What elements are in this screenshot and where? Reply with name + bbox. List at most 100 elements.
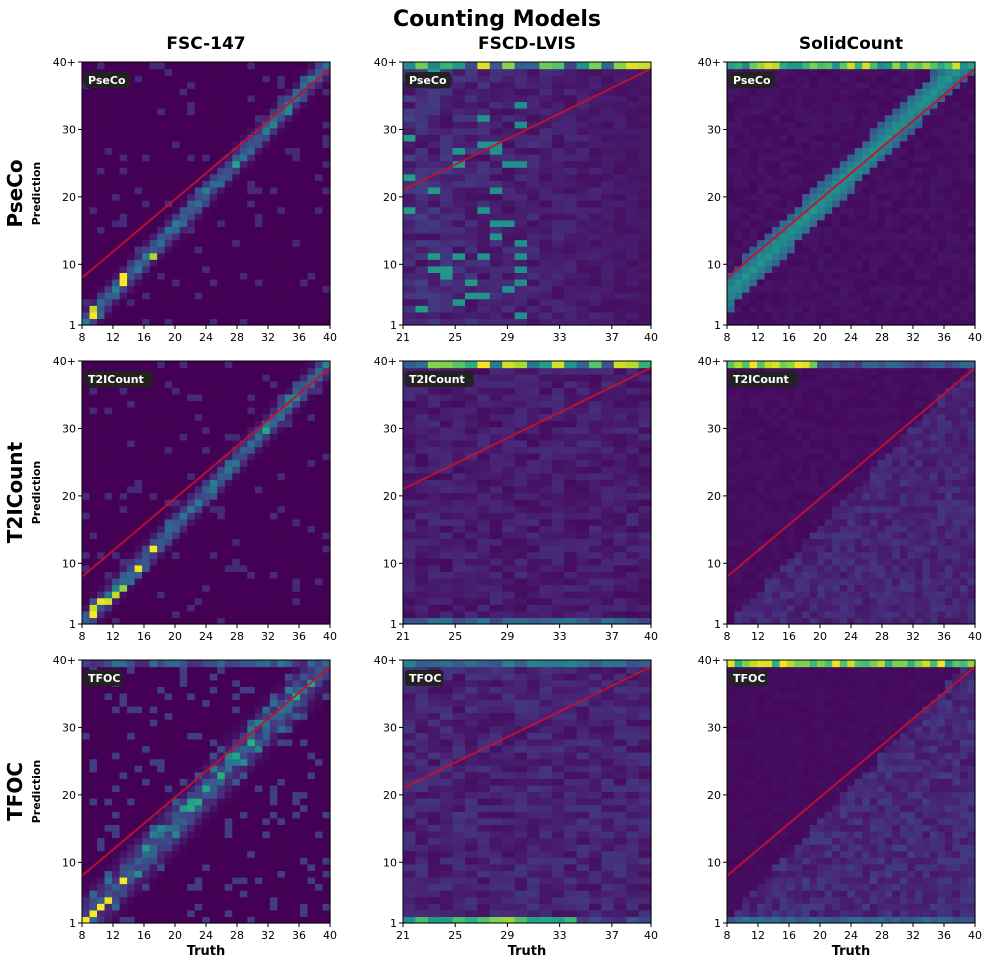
- heatmap-cell: [239, 492, 248, 500]
- heatmap-cell: [465, 252, 478, 260]
- heatmap-cell: [179, 239, 188, 247]
- heatmap-cell: [277, 485, 286, 494]
- heatmap-cell: [307, 305, 316, 313]
- heatmap-cell: [477, 167, 491, 175]
- heatmap-cell: [209, 518, 218, 526]
- heatmap-cell: [157, 285, 166, 293]
- heatmap-cell: [314, 206, 324, 214]
- heatmap-cell: [104, 597, 113, 605]
- heatmap-cell: [194, 252, 203, 260]
- heatmap-cell: [779, 265, 788, 273]
- heatmap-cell: [794, 134, 803, 142]
- heatmap-cell: [959, 318, 969, 326]
- heatmap-cell: [277, 239, 286, 247]
- heatmap-cell: [187, 134, 196, 142]
- heatmap-cell: [794, 173, 803, 181]
- heatmap-cell: [415, 108, 429, 116]
- heatmap-cell: [292, 186, 301, 195]
- heatmap-cell: [477, 88, 491, 96]
- heatmap-cell: [427, 246, 441, 254]
- heatmap-cell: [224, 453, 233, 461]
- heatmap-cell: [127, 108, 136, 116]
- heatmap-cell: [284, 545, 294, 553]
- heatmap-cell: [314, 239, 324, 247]
- heatmap-cell: [164, 285, 173, 293]
- fit-line: [402, 67, 652, 192]
- heatmap-cell: [613, 140, 627, 149]
- heatmap-cell: [869, 232, 878, 241]
- heatmap-cell: [952, 180, 961, 188]
- heatmap-cell: [164, 446, 173, 454]
- heatmap-cell: [164, 466, 173, 474]
- heatmap-cell: [322, 252, 331, 260]
- heatmap-cell: [142, 499, 151, 507]
- heatmap-cell: [907, 68, 916, 76]
- heatmap-cell: [944, 81, 954, 89]
- heatmap-cell: [89, 226, 98, 234]
- heatmap-cell: [427, 108, 441, 116]
- heatmap-cell: [734, 246, 743, 254]
- heatmap-cell: [142, 584, 151, 592]
- heatmap-cell: [262, 278, 271, 287]
- heatmap-cell: [187, 173, 196, 181]
- heatmap-cell: [967, 127, 976, 135]
- heatmap-cell: [202, 584, 211, 592]
- heatmap-cell: [224, 505, 233, 513]
- heatmap-cell: [734, 140, 743, 149]
- heatmap-cell: [104, 479, 113, 487]
- heatmap-cell: [224, 108, 233, 116]
- heatmap-cell: [527, 259, 540, 267]
- heatmap-cell: [179, 453, 188, 461]
- heatmap-cell: [564, 193, 578, 201]
- heatmap-cell: [232, 265, 241, 273]
- heatmap-cell: [314, 472, 324, 480]
- heatmap-cell: [247, 479, 256, 487]
- heatmap-cell: [277, 81, 286, 89]
- heatmap-cell: [89, 479, 98, 487]
- heatmap-cell: [772, 259, 781, 267]
- heatmap-cell: [209, 285, 218, 293]
- heatmap-cell: [742, 160, 751, 168]
- heatmap-cell: [944, 232, 954, 241]
- heatmap-cell: [613, 114, 627, 122]
- heatmap-cell: [217, 479, 226, 487]
- heatmap-cell: [959, 206, 969, 214]
- heatmap-cell: [149, 545, 158, 553]
- heatmap-cell: [142, 285, 151, 293]
- heatmap-cell: [97, 127, 106, 135]
- heatmap-cell: [862, 292, 871, 300]
- heatmap-cell: [824, 154, 833, 162]
- heatmap-cell: [217, 387, 226, 395]
- heatmap-cell: [97, 492, 106, 500]
- heatmap-cell: [224, 219, 233, 227]
- heatmap-cell: [89, 361, 98, 369]
- heatmap-cell: [292, 239, 301, 247]
- heatmap-cell: [779, 272, 788, 280]
- heatmap-cell: [551, 154, 565, 162]
- heatmap-cell: [239, 439, 248, 448]
- heatmap-cell: [224, 446, 233, 454]
- heatmap-cell: [217, 466, 226, 474]
- heatmap-cell: [314, 439, 324, 448]
- heatmap-cell: [224, 610, 233, 619]
- heatmap-cell: [937, 121, 946, 129]
- heatmap-cell: [613, 226, 627, 234]
- heatmap-cell: [254, 545, 263, 553]
- heatmap-cell: [269, 167, 278, 175]
- heatmap-cell: [247, 219, 256, 227]
- heatmap-cell: [97, 114, 106, 122]
- heatmap-cell: [179, 68, 188, 76]
- heatmap-cell: [757, 213, 766, 221]
- panel-frame: [402, 61, 652, 326]
- heatmap-cell: [824, 101, 833, 109]
- heatmap-cell: [576, 239, 590, 247]
- heatmap-cell: [427, 252, 441, 260]
- heatmap-cell: [757, 219, 766, 227]
- heatmap-cell: [772, 213, 781, 221]
- heatmap-cell: [164, 147, 173, 155]
- heatmap-cell: [937, 252, 946, 260]
- heatmap-cell: [97, 94, 106, 103]
- heatmap-cell: [209, 512, 218, 520]
- heatmap-cell: [179, 518, 188, 526]
- heatmap-cell: [764, 219, 773, 227]
